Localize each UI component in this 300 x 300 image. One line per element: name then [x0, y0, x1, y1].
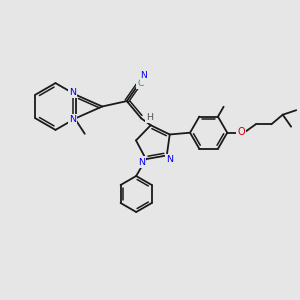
Text: N: N — [166, 155, 173, 164]
Text: N: N — [138, 158, 145, 166]
Text: O: O — [238, 128, 245, 137]
Text: N: N — [69, 116, 76, 124]
Text: H: H — [146, 113, 153, 122]
Text: C: C — [137, 79, 143, 88]
Text: N: N — [141, 71, 147, 80]
Text: N: N — [69, 88, 76, 97]
